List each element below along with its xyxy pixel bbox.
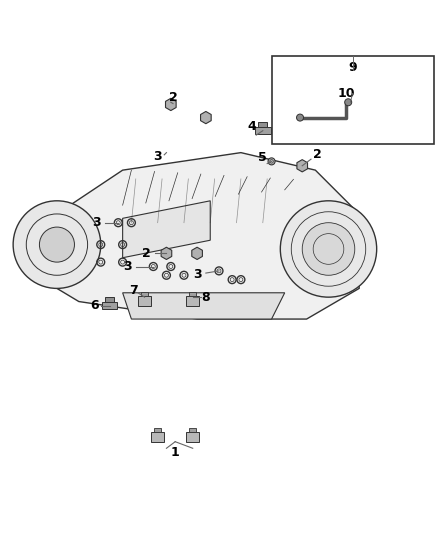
Polygon shape bbox=[161, 247, 172, 260]
Bar bbox=[105, 297, 114, 302]
Text: 3: 3 bbox=[153, 150, 162, 164]
Text: 9: 9 bbox=[348, 61, 357, 74]
Circle shape bbox=[39, 227, 74, 262]
Text: 3: 3 bbox=[92, 216, 101, 229]
Circle shape bbox=[302, 223, 355, 275]
FancyBboxPatch shape bbox=[272, 56, 434, 144]
Text: 3: 3 bbox=[193, 268, 201, 281]
Bar bbox=[151, 432, 164, 442]
Text: 6: 6 bbox=[90, 300, 99, 312]
Circle shape bbox=[297, 114, 304, 121]
Bar bbox=[141, 292, 148, 296]
Bar bbox=[138, 296, 151, 306]
Circle shape bbox=[268, 158, 275, 165]
Text: 7: 7 bbox=[129, 284, 138, 297]
Bar bbox=[154, 427, 161, 432]
Bar bbox=[189, 427, 196, 432]
Text: 4: 4 bbox=[247, 120, 256, 133]
Polygon shape bbox=[192, 247, 202, 260]
Text: 1: 1 bbox=[171, 446, 180, 459]
Polygon shape bbox=[201, 111, 211, 124]
Polygon shape bbox=[123, 293, 285, 319]
Polygon shape bbox=[166, 98, 176, 110]
Polygon shape bbox=[35, 152, 359, 319]
Bar bbox=[255, 127, 271, 134]
Bar bbox=[189, 292, 196, 296]
Text: 8: 8 bbox=[201, 290, 210, 304]
Circle shape bbox=[280, 201, 377, 297]
Bar bbox=[186, 432, 199, 442]
Bar bbox=[186, 296, 199, 306]
Polygon shape bbox=[123, 201, 210, 258]
Text: 2: 2 bbox=[313, 148, 322, 161]
Text: 5: 5 bbox=[258, 151, 267, 164]
Bar bbox=[258, 122, 267, 127]
Bar bbox=[102, 302, 117, 310]
Text: 2: 2 bbox=[142, 247, 151, 260]
Text: 2: 2 bbox=[169, 91, 177, 104]
Circle shape bbox=[345, 99, 352, 106]
Polygon shape bbox=[297, 159, 307, 172]
Text: 3: 3 bbox=[123, 260, 131, 273]
Text: 10: 10 bbox=[337, 87, 355, 100]
Circle shape bbox=[13, 201, 101, 288]
